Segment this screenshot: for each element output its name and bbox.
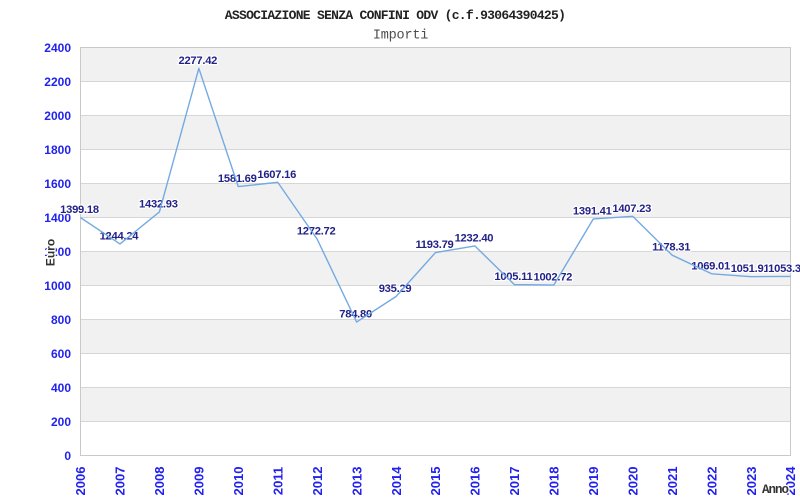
svg-text:2017: 2017 (507, 467, 522, 496)
svg-text:1400: 1400 (44, 211, 71, 225)
svg-text:2013: 2013 (349, 467, 364, 496)
svg-text:0: 0 (64, 449, 71, 463)
svg-text:1053.36: 1053.36 (768, 263, 800, 275)
svg-text:2007: 2007 (113, 467, 128, 496)
svg-text:1002.72: 1002.72 (533, 272, 572, 284)
svg-text:400: 400 (51, 381, 71, 395)
svg-text:2023: 2023 (744, 467, 759, 496)
svg-text:1272.72: 1272.72 (297, 226, 336, 238)
svg-text:Euro: Euro (44, 239, 58, 266)
svg-text:2020: 2020 (625, 467, 640, 496)
svg-text:1432.93: 1432.93 (139, 198, 178, 210)
svg-text:2022: 2022 (704, 467, 719, 496)
svg-text:200: 200 (51, 415, 71, 429)
svg-text:2009: 2009 (192, 467, 207, 496)
svg-text:2010: 2010 (231, 467, 246, 496)
svg-text:1244.24: 1244.24 (100, 230, 140, 242)
svg-text:Importi: Importi (373, 29, 428, 44)
svg-text:800: 800 (51, 313, 71, 327)
svg-text:1200: 1200 (44, 245, 71, 259)
svg-text:2008: 2008 (152, 467, 167, 496)
svg-text:1399.18: 1399.18 (60, 204, 99, 216)
svg-text:2400: 2400 (44, 41, 71, 55)
svg-text:Anno: Anno (762, 483, 789, 497)
svg-text:2014: 2014 (389, 466, 404, 496)
svg-text:1581.69: 1581.69 (218, 173, 257, 185)
svg-text:2024: 2024 (783, 466, 798, 496)
svg-text:1600: 1600 (44, 177, 71, 191)
svg-text:2019: 2019 (586, 467, 601, 496)
svg-text:935.29: 935.29 (379, 283, 412, 295)
svg-text:1407.23: 1407.23 (612, 203, 651, 215)
svg-text:1051.91: 1051.91 (731, 263, 770, 275)
svg-text:2277.42: 2277.42 (178, 55, 217, 67)
svg-text:1005.11: 1005.11 (494, 271, 532, 283)
svg-text:1178.31: 1178.31 (652, 242, 690, 254)
svg-text:600: 600 (51, 347, 71, 361)
svg-text:2015: 2015 (428, 467, 443, 496)
svg-text:1800: 1800 (44, 143, 71, 157)
svg-text:ASSOCIAZIONE SENZA CONFINI ODV: ASSOCIAZIONE SENZA CONFINI ODV (c.f.9306… (225, 8, 565, 23)
svg-text:2012: 2012 (310, 467, 325, 496)
svg-text:1607.16: 1607.16 (257, 169, 296, 181)
svg-text:1232.40: 1232.40 (455, 232, 494, 244)
svg-text:1391.41: 1391.41 (573, 205, 612, 217)
svg-text:2021: 2021 (665, 467, 680, 496)
svg-text:2011: 2011 (270, 467, 285, 495)
svg-text:1193.79: 1193.79 (415, 239, 453, 251)
svg-text:2018: 2018 (547, 467, 562, 496)
svg-text:2006: 2006 (73, 467, 88, 496)
svg-text:1000: 1000 (44, 279, 71, 293)
svg-text:2016: 2016 (468, 467, 483, 496)
svg-text:2200: 2200 (44, 75, 71, 89)
svg-text:2000: 2000 (44, 109, 71, 123)
